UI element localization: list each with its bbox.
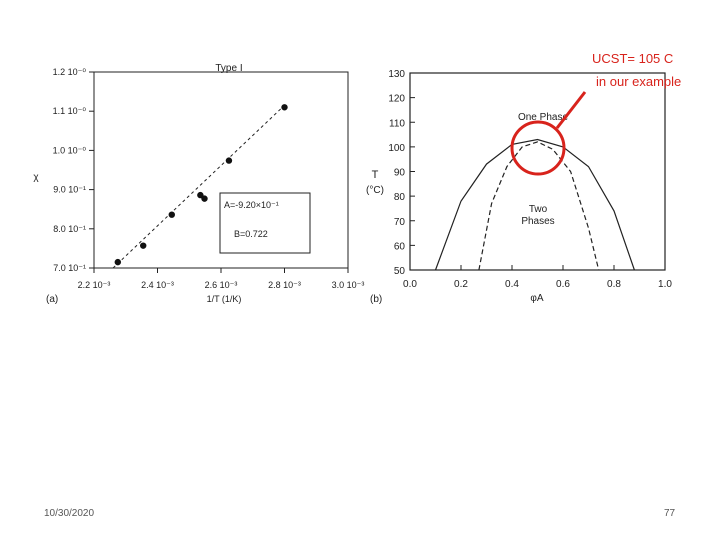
chart-title: Type I <box>215 63 242 74</box>
y-tick-label: 110 <box>389 118 405 129</box>
y-tick-label: 50 <box>394 266 406 277</box>
ucst-circle-marker <box>510 120 566 176</box>
data-point <box>281 104 288 111</box>
x-axis-label: 1/T (1/K) <box>207 294 242 304</box>
x-tick-label: 3.0 10⁻³ <box>332 280 365 290</box>
data-point <box>114 258 122 266</box>
y-tick-label: 1.0 10⁻⁰ <box>53 145 87 155</box>
annotation-two-phases-line1: Two <box>529 204 548 215</box>
data-point <box>225 157 233 164</box>
y-tick-label: 7.0 10⁻¹ <box>53 263 86 273</box>
x-tick-label: 0.2 <box>454 279 468 290</box>
y-axis-label: χ <box>33 172 39 183</box>
x-tick-label: 1.0 <box>658 279 672 290</box>
series-binodal-curve <box>434 138 635 271</box>
chart-panel-a: 7.0 10⁻¹ 8.0 10⁻¹ 9.0 10⁻¹ 1.0 10⁻⁰ 1.1 10⁻⁰… <box>33 63 364 305</box>
y-axis-label-symbol: T <box>372 169 379 181</box>
y-tick-label: 80 <box>394 192 406 203</box>
y-tick-label: 90 <box>394 168 406 179</box>
annotation-b-value: B=0.722 <box>234 229 268 239</box>
ucst-highlight <box>510 91 587 176</box>
y-tick-label: 100 <box>388 143 405 154</box>
ucst-callout-subtext: in our example <box>596 74 682 89</box>
panel-label-b: (b) <box>370 294 382 305</box>
y-axis-label-unit: (°C) <box>366 185 384 196</box>
y-tick-label: 120 <box>388 94 405 105</box>
x-tick-label: 2.6 10⁻³ <box>205 280 238 290</box>
footer-date: 10/30/2020 <box>44 508 95 519</box>
plot-frame-b <box>409 72 666 271</box>
data-point <box>201 195 208 202</box>
y-tick-label: 70 <box>394 217 406 228</box>
x-axis-label: φA <box>530 293 543 304</box>
annotation-a-value: A=-9.20×10⁻¹ <box>224 200 279 210</box>
chart-panel-b: 50 60 70 80 90 100 110 120 130 0.0 0.2 0.4 0.6 0.8 1.0… <box>366 69 672 305</box>
annotation-two-phases-line2: Phases <box>521 216 554 227</box>
y-tick-label: 130 <box>388 69 405 80</box>
ucst-callout-text: UCST= 105 C <box>592 51 674 66</box>
panel-label-a: (a) <box>46 294 58 305</box>
x-tick-label: 0.8 <box>607 279 621 290</box>
y-tick-label: 9.0 10⁻¹ <box>53 185 86 195</box>
y-tick-label: 60 <box>394 241 406 252</box>
x-tick-label: 2.2 10⁻³ <box>78 280 111 290</box>
callout-arrow <box>555 91 587 129</box>
x-tick-label: 0.0 <box>403 279 417 290</box>
x-tick-label: 2.4 10⁻³ <box>141 280 174 290</box>
series-spinodal-curve <box>478 141 600 271</box>
y-tick-label: 8.0 10⁻¹ <box>53 224 86 234</box>
x-tick-label: 0.6 <box>556 279 570 290</box>
annotation-one-phase: One Phase <box>518 112 568 123</box>
page-number: 77 <box>664 508 676 519</box>
y-tick-label: 1.1 10⁻⁰ <box>53 106 87 116</box>
x-tick-label: 0.4 <box>505 279 519 290</box>
annotation-box <box>219 192 311 254</box>
y-tick-label: 1.2 10⁻⁰ <box>53 67 87 77</box>
x-tick-label: 2.8 10⁻³ <box>268 280 301 290</box>
data-point <box>168 211 175 218</box>
data-point <box>140 242 147 249</box>
